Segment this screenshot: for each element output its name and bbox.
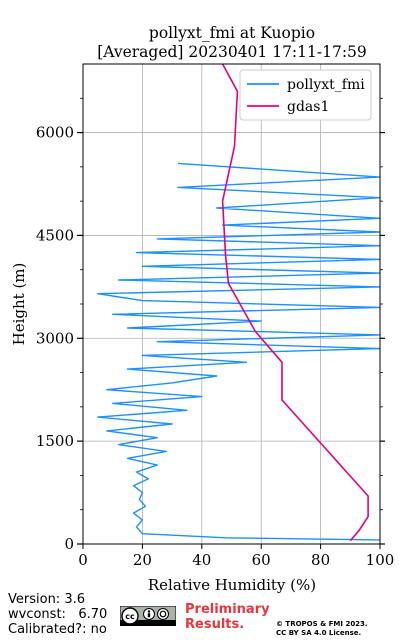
x-tick-label: 60: [252, 551, 271, 569]
series-line-gdas1: [221, 64, 369, 542]
legend-label-pollyxt: pollyxt_fmi: [287, 77, 365, 93]
x-axis-label: Relative Humidity (%): [148, 576, 316, 594]
chart-title-line1: pollyxt_fmi at Kuopio: [149, 24, 315, 42]
legend-label-gdas1: gdas1: [287, 99, 329, 115]
x-tick-label: 100: [366, 551, 395, 569]
preliminary-note: Preliminary Results.: [185, 602, 270, 632]
axis-ticks: 0 20 40 60 80 100 0 1500 3000 4500 6000: [36, 97, 395, 569]
grid-lines: [83, 64, 380, 544]
preliminary-line1: Preliminary: [185, 602, 270, 617]
rh-profile-chart: pollyxt_fmi at Kuopio [Averaged] 2023040…: [10, 24, 395, 594]
x-tick-label: 20: [133, 551, 152, 569]
wvconst-text: wvconst: 6.70: [8, 607, 108, 622]
y-axis-label: Height (m): [10, 263, 28, 346]
chart-title-line2: [Averaged] 20230401 17:11-17:59: [97, 43, 367, 61]
y-tick-label: 1500: [36, 432, 74, 450]
series-layer: [97, 64, 380, 542]
y-tick-label: 0: [64, 535, 74, 553]
version-text: Version: 3.6: [8, 592, 85, 607]
x-tick-label: 80: [311, 551, 330, 569]
series-line-pollyxt_fmi: [97, 162, 380, 541]
copyright-note: © TROPOS & FMI 2023. CC BY SA 4.0 Licens…: [276, 620, 368, 638]
y-tick-label: 4500: [36, 226, 74, 244]
copyright-line2: CC BY SA 4.0 License.: [276, 629, 362, 637]
y-tick-label: 3000: [36, 329, 74, 347]
cc-by-sa-badge: cc: [120, 606, 176, 626]
y-tick-label: 6000: [36, 124, 74, 142]
calibrated-text: Calibrated?: no: [8, 622, 107, 637]
x-tick-label: 0: [78, 551, 88, 569]
legend-box: [239, 69, 372, 121]
x-tick-label: 40: [192, 551, 211, 569]
svg-text:cc: cc: [125, 612, 135, 621]
legend: pollyxt_fmi gdas1: [239, 69, 372, 121]
preliminary-line2: Results.: [185, 617, 245, 632]
copyright-line1: © TROPOS & FMI 2023.: [276, 620, 368, 628]
plot-frame: [82, 63, 381, 545]
